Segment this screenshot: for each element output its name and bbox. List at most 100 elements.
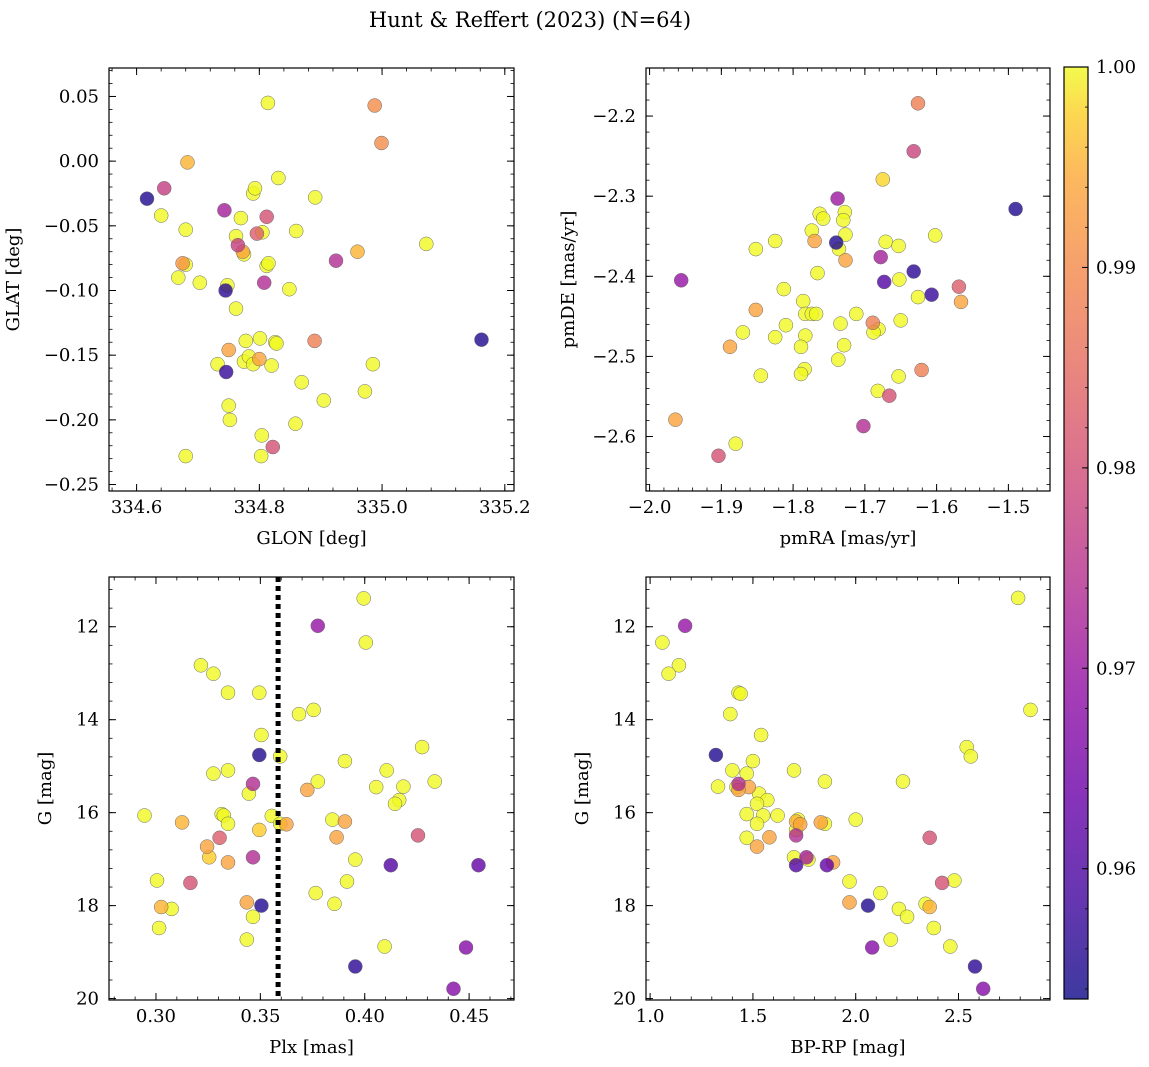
scatter-point	[264, 358, 279, 373]
scatter-point	[849, 306, 864, 322]
scatter-point	[848, 812, 863, 827]
x-axis-label: Plx [mas]	[269, 1037, 354, 1058]
scatter-point	[951, 279, 967, 294]
scatter-point	[963, 749, 979, 764]
x-tick-label: −1.5	[987, 497, 1031, 518]
y-tick-label: −2.3	[592, 186, 636, 207]
scatter-point	[733, 686, 748, 701]
scatter-point	[891, 369, 906, 384]
scatter-point	[739, 830, 754, 846]
scatter-point	[836, 212, 851, 228]
scatter-point	[767, 233, 783, 249]
scatter-point	[723, 706, 738, 722]
scatter-point	[810, 265, 825, 281]
y-tick-label: −0.20	[44, 410, 99, 431]
y-axis-label: pmDE [mas/yr]	[558, 211, 579, 349]
scatter-point	[776, 281, 792, 297]
scatter-point	[975, 981, 991, 997]
scatter-point	[271, 170, 286, 186]
scatter-point	[239, 932, 255, 947]
scatter-point	[212, 830, 227, 846]
scatter-point	[156, 181, 172, 196]
scatter-point	[728, 436, 743, 451]
scatter-point	[358, 635, 374, 650]
scatter-point	[830, 191, 845, 206]
scatter-point	[739, 806, 754, 822]
scatter-point	[245, 776, 261, 792]
x-tick-label: −1.8	[771, 497, 815, 518]
x-tick-label: 0.40	[345, 1006, 385, 1027]
colorbar-tick-label: 0.99	[1096, 257, 1136, 278]
scatter-point	[745, 753, 761, 769]
x-axis-label: pmRA [mas/yr]	[780, 528, 917, 549]
scatter-point	[348, 959, 363, 974]
scatter-point	[906, 144, 921, 159]
scatter-point	[749, 816, 765, 832]
y-tick-label: 14	[76, 710, 99, 731]
scatter-point	[365, 356, 381, 372]
scatter-point	[307, 190, 323, 205]
scatter-point	[217, 203, 232, 218]
scatter-point	[183, 875, 198, 891]
scatter-point	[795, 293, 811, 309]
scatter-point	[252, 822, 267, 838]
panel-bprp-g: 1.0 1.5 2.0 2.5 12 14 16 18 20 BP-RP [mag] G [mag]	[572, 576, 1051, 1058]
scatter-point	[842, 874, 857, 889]
scatter-point	[753, 368, 769, 383]
axes-frame	[645, 67, 1051, 492]
x-axis-label: BP-RP [mag]	[790, 1037, 905, 1058]
scatter-point	[748, 241, 764, 257]
scatter-point	[288, 223, 304, 239]
scatter-point	[1010, 590, 1026, 606]
scatter-point	[308, 885, 323, 901]
scatter-point	[233, 210, 249, 226]
x-tick-label: 2.0	[841, 1006, 870, 1027]
scatter-point	[153, 899, 169, 915]
scatter-point	[711, 448, 726, 464]
scatter-point	[291, 706, 307, 722]
x-tick-label: 0.35	[240, 1006, 280, 1027]
scatter-point	[677, 618, 693, 634]
colorbar-gradient	[1063, 66, 1089, 1000]
scatter-points	[139, 95, 489, 464]
scatter-point	[873, 249, 888, 265]
scatter-point	[192, 275, 208, 290]
scatter-point	[817, 774, 833, 789]
y-tick-label: 14	[613, 710, 636, 731]
scatter-point	[238, 333, 254, 349]
scatter-point	[710, 779, 726, 794]
scatter-point	[786, 763, 802, 778]
scatter-point	[753, 727, 769, 743]
scatter-point	[1023, 702, 1038, 718]
x-tick-label: 334.8	[234, 497, 286, 518]
scatter-point	[953, 294, 969, 310]
scatter-point	[914, 362, 929, 378]
scatter-point	[749, 839, 765, 854]
scatter-point	[808, 306, 824, 322]
scatter-point	[1008, 201, 1023, 217]
scatter-point	[856, 418, 871, 434]
colorbar: 0.96 0.97 0.98 0.99 1.00	[1063, 57, 1136, 1000]
axes-frame	[108, 67, 515, 492]
scatter-point	[310, 774, 326, 789]
scatter-point	[171, 270, 186, 285]
scatter-point	[735, 325, 751, 340]
scatter-point	[254, 898, 269, 913]
scatter-point	[261, 256, 276, 271]
scatter-point	[799, 850, 814, 865]
scatter-point	[220, 763, 236, 778]
scatter-point	[206, 766, 221, 781]
scatter-point	[833, 316, 848, 331]
scatter-point	[252, 685, 267, 700]
scatter-point	[934, 875, 950, 891]
scatter-point	[419, 236, 434, 252]
scatter-point	[357, 384, 373, 399]
scatter-point	[329, 830, 344, 845]
scatter-point	[793, 339, 809, 355]
scatter-point	[230, 237, 246, 253]
scatter-point	[891, 238, 906, 254]
y-tick-label: 16	[76, 803, 99, 824]
scatter-point	[893, 313, 908, 328]
scatter-point	[910, 289, 926, 305]
scatter-point	[749, 796, 765, 812]
